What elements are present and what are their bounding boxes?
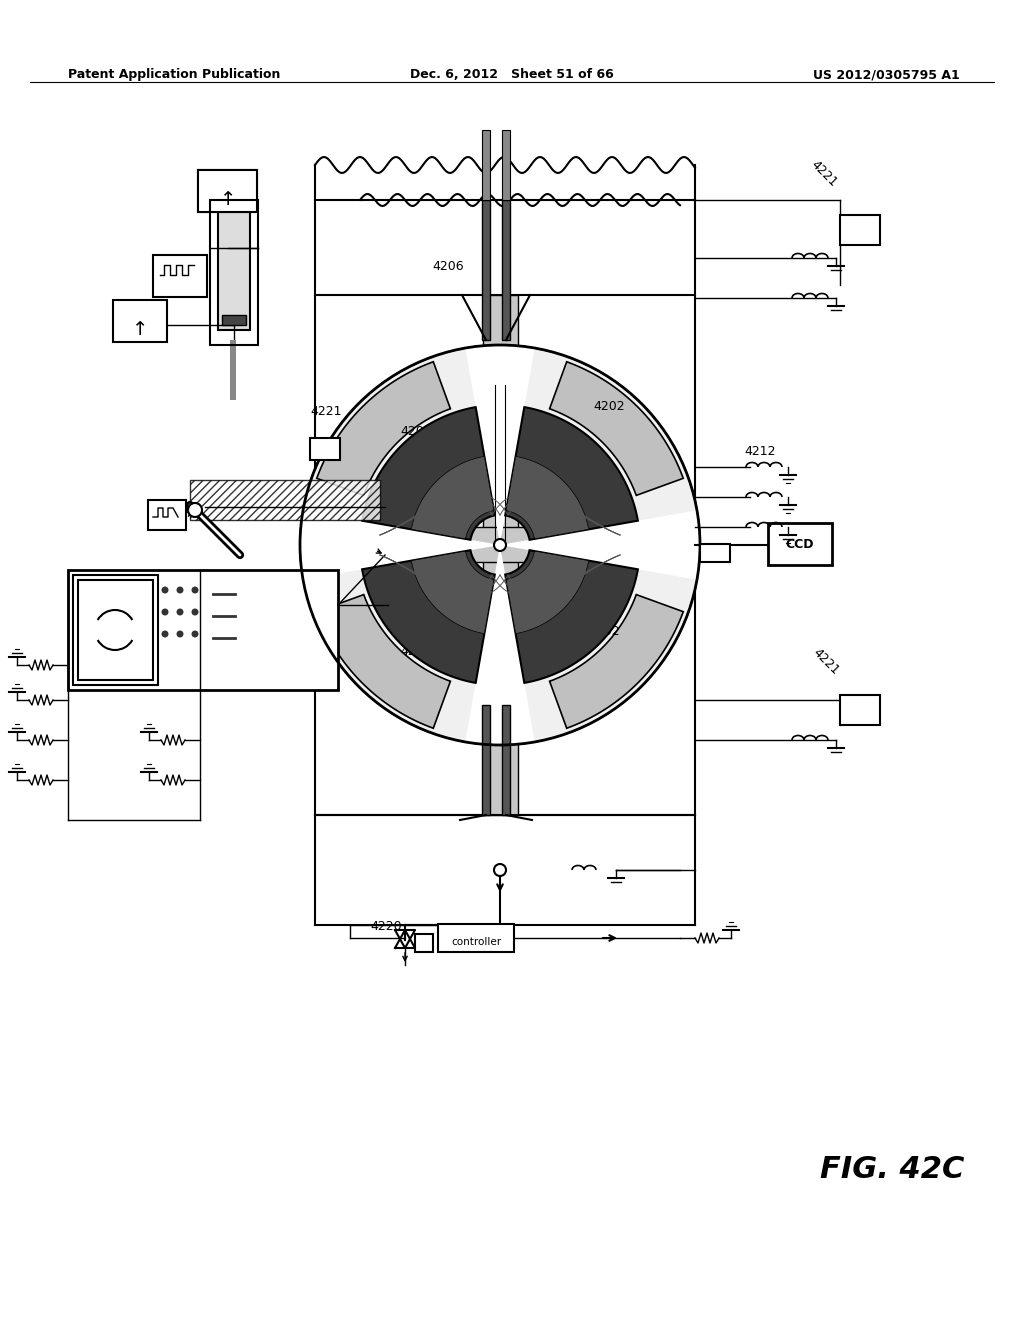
Text: US 2012/0305795 A1: US 2012/0305795 A1 [813, 69, 961, 81]
Polygon shape [316, 594, 451, 729]
Text: Patent Application Publication: Patent Application Publication [68, 69, 281, 81]
Bar [315, 294, 695, 814]
Polygon shape [505, 550, 638, 682]
Text: 4221: 4221 [808, 157, 840, 189]
FancyBboxPatch shape [198, 170, 257, 213]
FancyBboxPatch shape [768, 523, 831, 565]
Polygon shape [362, 407, 495, 540]
Text: ↑: ↑ [220, 190, 237, 209]
Bar [78, 579, 153, 680]
Polygon shape [300, 511, 500, 579]
Circle shape [188, 503, 202, 517]
Text: CCD: CCD [785, 537, 814, 550]
Polygon shape [412, 457, 494, 539]
Circle shape [176, 586, 183, 594]
Text: 4203: 4203 [400, 645, 432, 657]
Bar [222, 315, 246, 325]
FancyBboxPatch shape [415, 935, 433, 952]
Circle shape [191, 609, 199, 615]
Bar [483, 545, 518, 814]
FancyBboxPatch shape [198, 170, 257, 213]
Bar [73, 576, 158, 685]
Bar [190, 480, 380, 520]
Text: 4201: 4201 [543, 470, 574, 483]
Text: 4221: 4221 [310, 405, 341, 418]
Polygon shape [550, 594, 683, 729]
FancyBboxPatch shape [148, 500, 186, 531]
Bar [502, 705, 510, 814]
Bar [230, 341, 236, 400]
Circle shape [176, 609, 183, 615]
Polygon shape [506, 550, 589, 634]
FancyBboxPatch shape [840, 215, 880, 246]
Polygon shape [465, 545, 535, 744]
Polygon shape [465, 345, 535, 545]
Circle shape [191, 586, 199, 594]
Text: 4201: 4201 [543, 565, 574, 578]
Circle shape [176, 631, 183, 638]
Text: 4221: 4221 [810, 645, 842, 677]
Text: Dec. 6, 2012   Sheet 51 of 66: Dec. 6, 2012 Sheet 51 of 66 [411, 69, 613, 81]
Bar [500, 527, 695, 562]
Bar [482, 129, 490, 201]
FancyBboxPatch shape [218, 210, 250, 330]
FancyBboxPatch shape [840, 696, 880, 725]
Bar [315, 527, 500, 562]
FancyBboxPatch shape [113, 300, 167, 342]
Polygon shape [362, 550, 495, 682]
Circle shape [494, 865, 506, 876]
Polygon shape [505, 407, 638, 540]
Text: 4205: 4205 [400, 425, 432, 438]
Polygon shape [412, 550, 494, 634]
Bar [482, 705, 490, 814]
Circle shape [162, 609, 169, 615]
Polygon shape [316, 362, 451, 495]
Text: 4206: 4206 [432, 260, 464, 273]
Text: controller: controller [451, 937, 501, 946]
FancyBboxPatch shape [310, 438, 340, 459]
Polygon shape [506, 457, 589, 539]
Text: 4202: 4202 [593, 400, 625, 413]
Circle shape [300, 345, 700, 744]
Circle shape [162, 586, 169, 594]
Polygon shape [550, 362, 683, 495]
FancyBboxPatch shape [438, 924, 514, 952]
Circle shape [162, 631, 169, 638]
FancyBboxPatch shape [700, 544, 730, 562]
Circle shape [494, 539, 506, 550]
Text: ↑: ↑ [132, 319, 148, 339]
Bar [502, 201, 510, 341]
Polygon shape [500, 511, 700, 579]
FancyBboxPatch shape [68, 570, 338, 690]
Circle shape [191, 631, 199, 638]
FancyBboxPatch shape [153, 255, 207, 297]
Bar [502, 129, 510, 201]
Text: 4202: 4202 [588, 624, 620, 638]
Bar [483, 294, 518, 545]
Text: 4204: 4204 [396, 490, 428, 503]
Text: FIG. 42C: FIG. 42C [820, 1155, 965, 1184]
Text: 4212: 4212 [744, 445, 775, 458]
Bar [482, 201, 490, 341]
Text: 4220: 4220 [370, 920, 401, 933]
